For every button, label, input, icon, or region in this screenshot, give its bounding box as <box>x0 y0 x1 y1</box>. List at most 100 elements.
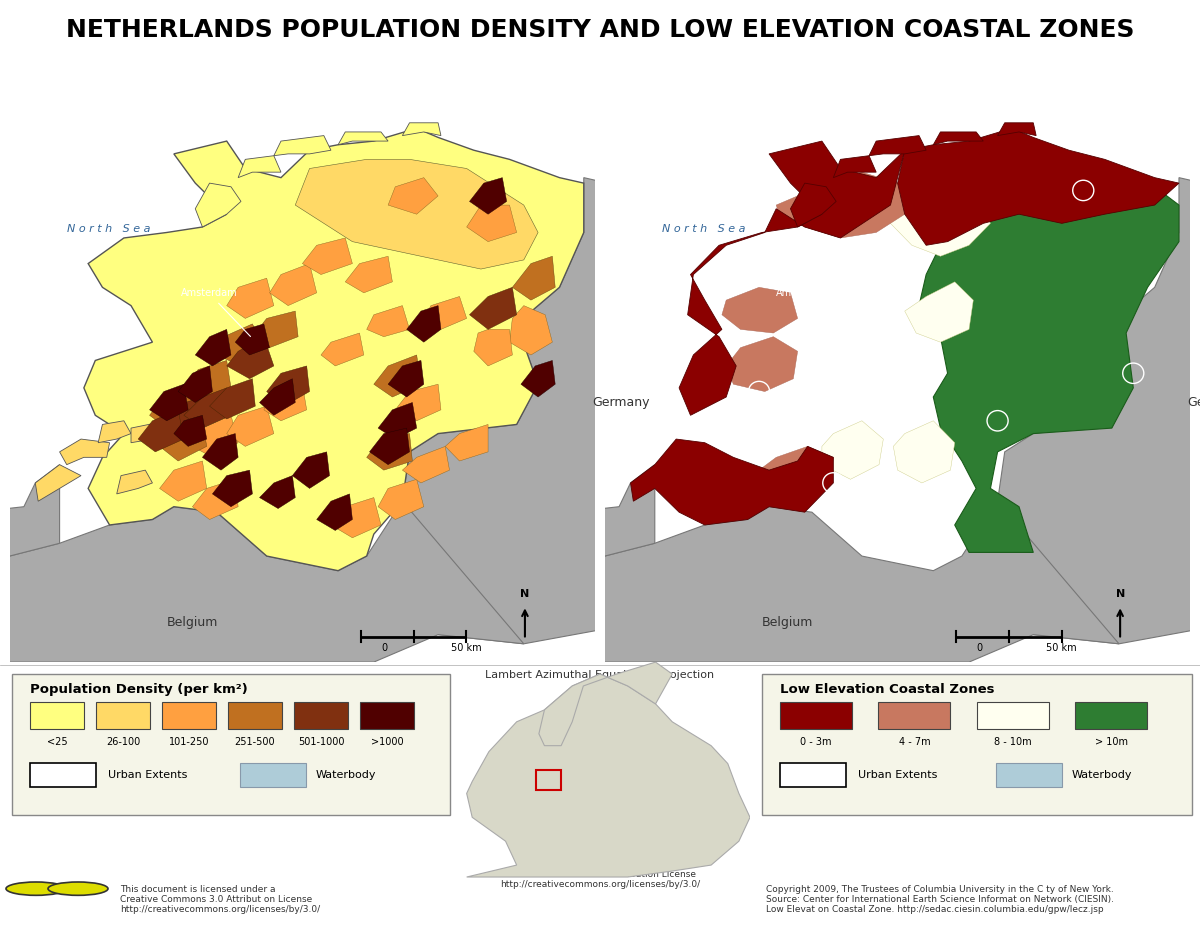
Polygon shape <box>919 169 1178 553</box>
Polygon shape <box>184 360 230 401</box>
Bar <box>780 702 852 729</box>
Polygon shape <box>266 366 310 407</box>
Polygon shape <box>160 420 206 461</box>
Polygon shape <box>630 439 833 525</box>
Polygon shape <box>210 379 256 419</box>
Polygon shape <box>212 470 252 507</box>
Text: ©: © <box>73 883 83 894</box>
Polygon shape <box>388 360 424 397</box>
Polygon shape <box>338 131 388 144</box>
Text: 0: 0 <box>977 643 983 653</box>
Text: 8 - 10m: 8 - 10m <box>994 737 1032 746</box>
Text: NETHERLANDS POPULATION DENSITY AND LOW ELEVATION COASTAL ZONES: NETHERLANDS POPULATION DENSITY AND LOW E… <box>66 19 1134 42</box>
Text: Copyright 2009, The Trustees of Columbia University in the C ty of New York.
Sou: Copyright 2009, The Trustees of Columbia… <box>766 884 1114 915</box>
Text: Population Density (per km²), 2000: Population Density (per km²), 2000 <box>124 69 452 87</box>
Polygon shape <box>227 407 274 446</box>
Text: Low Elevation Coastal Zones <10 Meters: Low Elevation Coastal Zones <10 Meters <box>697 69 1079 87</box>
Text: Germany: Germany <box>593 396 650 409</box>
Text: > 10m: > 10m <box>1094 737 1128 746</box>
Bar <box>878 702 950 729</box>
Polygon shape <box>898 129 1178 245</box>
Polygon shape <box>196 183 241 227</box>
Polygon shape <box>467 674 750 877</box>
Polygon shape <box>346 257 392 293</box>
Polygon shape <box>822 420 883 480</box>
Polygon shape <box>905 282 973 343</box>
Polygon shape <box>259 379 295 415</box>
Text: >1000: >1000 <box>371 737 403 746</box>
Polygon shape <box>252 311 298 347</box>
Polygon shape <box>370 428 409 465</box>
Polygon shape <box>395 384 440 420</box>
Text: This document is licensed under a
Creative Commons 3.0 Attribution License
http:: This document is licensed under a Creati… <box>500 859 700 889</box>
Polygon shape <box>150 388 196 428</box>
Text: N o r t h   S e a: N o r t h S e a <box>67 224 150 234</box>
Bar <box>996 763 1062 787</box>
Polygon shape <box>791 183 836 227</box>
Bar <box>780 763 846 787</box>
Polygon shape <box>295 159 538 269</box>
Polygon shape <box>178 366 212 403</box>
Polygon shape <box>131 420 174 443</box>
Polygon shape <box>184 388 230 428</box>
Text: Urban Extents: Urban Extents <box>108 770 187 781</box>
Polygon shape <box>776 172 905 238</box>
Bar <box>30 702 84 729</box>
FancyBboxPatch shape <box>12 674 450 815</box>
Polygon shape <box>150 384 188 420</box>
Bar <box>294 702 348 729</box>
Polygon shape <box>227 337 274 379</box>
Text: Belgium: Belgium <box>167 616 218 629</box>
Polygon shape <box>259 476 295 508</box>
Polygon shape <box>116 470 152 494</box>
Polygon shape <box>869 135 926 156</box>
Polygon shape <box>0 501 523 662</box>
Polygon shape <box>893 420 955 483</box>
Polygon shape <box>160 397 206 439</box>
Polygon shape <box>203 433 238 470</box>
Bar <box>240 763 306 787</box>
Polygon shape <box>293 452 330 488</box>
Polygon shape <box>174 415 206 446</box>
Text: 251-500: 251-500 <box>235 737 275 746</box>
Polygon shape <box>331 497 380 538</box>
Polygon shape <box>402 123 440 135</box>
Polygon shape <box>760 446 833 497</box>
Polygon shape <box>539 662 672 745</box>
Text: Germany: Germany <box>1188 396 1200 409</box>
Polygon shape <box>196 330 230 366</box>
Polygon shape <box>378 403 416 439</box>
Text: 0 - 3m: 0 - 3m <box>800 737 832 746</box>
Text: cc: cc <box>31 884 41 894</box>
Polygon shape <box>388 178 438 214</box>
Text: 0: 0 <box>382 643 388 653</box>
Polygon shape <box>934 131 983 144</box>
Polygon shape <box>467 205 517 242</box>
Text: Urban Extents: Urban Extents <box>858 770 937 781</box>
Polygon shape <box>407 306 440 343</box>
Text: N o r t h   S e a: N o r t h S e a <box>662 224 745 234</box>
Polygon shape <box>35 465 82 501</box>
Bar <box>977 702 1049 729</box>
Polygon shape <box>367 433 413 470</box>
Polygon shape <box>997 178 1200 644</box>
Text: Belgium: Belgium <box>762 616 814 629</box>
Text: Lambert Azimuthal Equal Area Projection: Lambert Azimuthal Equal Area Projection <box>486 670 714 680</box>
Polygon shape <box>60 439 109 465</box>
Text: 4 - 7m: 4 - 7m <box>899 737 930 746</box>
Polygon shape <box>160 461 206 501</box>
Text: Waterbody: Waterbody <box>316 770 376 781</box>
Polygon shape <box>474 330 512 366</box>
Polygon shape <box>178 369 227 410</box>
Bar <box>1075 702 1147 729</box>
Polygon shape <box>235 324 270 355</box>
Polygon shape <box>726 337 798 392</box>
Polygon shape <box>378 480 424 519</box>
Polygon shape <box>469 178 506 214</box>
Polygon shape <box>270 264 317 306</box>
Circle shape <box>48 882 108 895</box>
Polygon shape <box>192 480 238 519</box>
Polygon shape <box>238 156 281 178</box>
FancyBboxPatch shape <box>762 674 1192 815</box>
Text: Population Density (per km²): Population Density (per km²) <box>30 683 247 696</box>
